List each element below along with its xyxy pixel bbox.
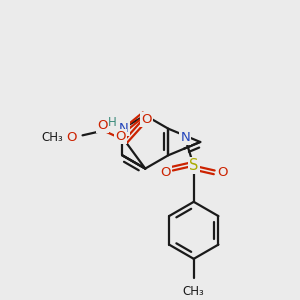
Text: O: O — [66, 131, 77, 144]
Text: N: N — [180, 131, 190, 144]
Text: H: H — [108, 116, 117, 130]
Text: O: O — [141, 113, 152, 126]
Text: O: O — [217, 166, 227, 179]
Text: N: N — [119, 122, 129, 135]
Text: S: S — [189, 158, 198, 173]
Text: O: O — [160, 166, 170, 179]
Text: O: O — [97, 119, 108, 132]
Text: O: O — [115, 130, 126, 143]
Text: CH₃: CH₃ — [183, 285, 205, 298]
Text: CH₃: CH₃ — [42, 131, 64, 144]
